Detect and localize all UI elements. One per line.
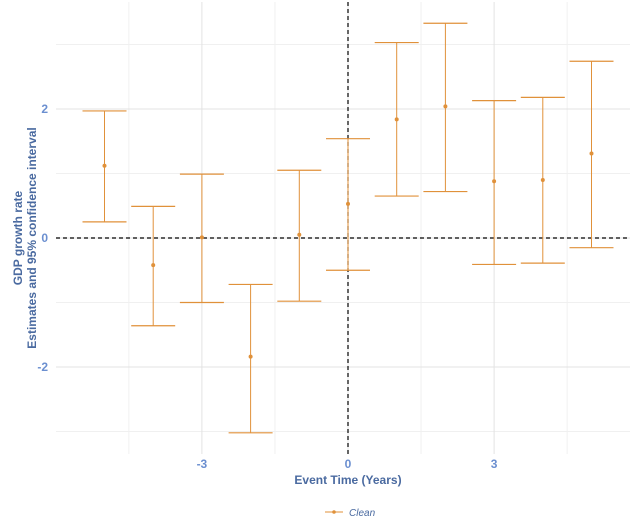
legend-label-clean: Clean <box>349 508 376 519</box>
errorbar-2 <box>179 173 224 304</box>
estimate-point-0 <box>102 163 107 168</box>
tick-labels: -3 0 3 -2 0 2 <box>37 102 497 471</box>
errorbar-10 <box>569 60 614 249</box>
errorbar-3 <box>228 283 273 434</box>
series-layer <box>82 22 614 434</box>
y-tick-label-1: 0 <box>41 231 48 245</box>
errorbar-7 <box>423 22 468 193</box>
x-tick-label-0: -3 <box>197 457 208 471</box>
legend-point <box>332 510 336 514</box>
errorbar-0 <box>82 110 127 223</box>
estimate-point-9 <box>540 177 545 182</box>
errorbar-9 <box>520 96 565 264</box>
errorbar-1 <box>131 205 176 327</box>
estimate-point-7 <box>443 104 448 109</box>
series-clean <box>82 22 614 434</box>
estimate-point-6 <box>394 117 399 122</box>
x-axis-title: Event Time (Years) <box>294 473 401 487</box>
estimate-point-2 <box>199 235 204 240</box>
reference-lines <box>56 2 630 454</box>
estimate-point-10 <box>589 151 594 156</box>
y-axis-title-line1: GDP growth rate <box>11 190 25 285</box>
estimate-point-4 <box>297 232 302 237</box>
legend: Clean <box>325 508 376 519</box>
errorbar-8 <box>472 100 517 266</box>
errorbar-5 <box>326 138 370 271</box>
estimate-point-5 <box>346 201 350 206</box>
estimate-point-1 <box>151 263 156 268</box>
errorbar-6 <box>374 41 419 197</box>
y-tick-label-0: -2 <box>37 360 48 374</box>
estimate-point-8 <box>492 179 497 184</box>
y-tick-label-2: 2 <box>41 102 48 116</box>
estimate-point-3 <box>248 354 253 359</box>
errorbar-4 <box>277 169 322 302</box>
y-axis-title-line2: Estimates and 95% confidence interval <box>25 127 39 348</box>
x-tick-label-2: 3 <box>491 457 498 471</box>
x-tick-label-1: 0 <box>345 457 352 471</box>
grid-layer <box>56 2 630 454</box>
